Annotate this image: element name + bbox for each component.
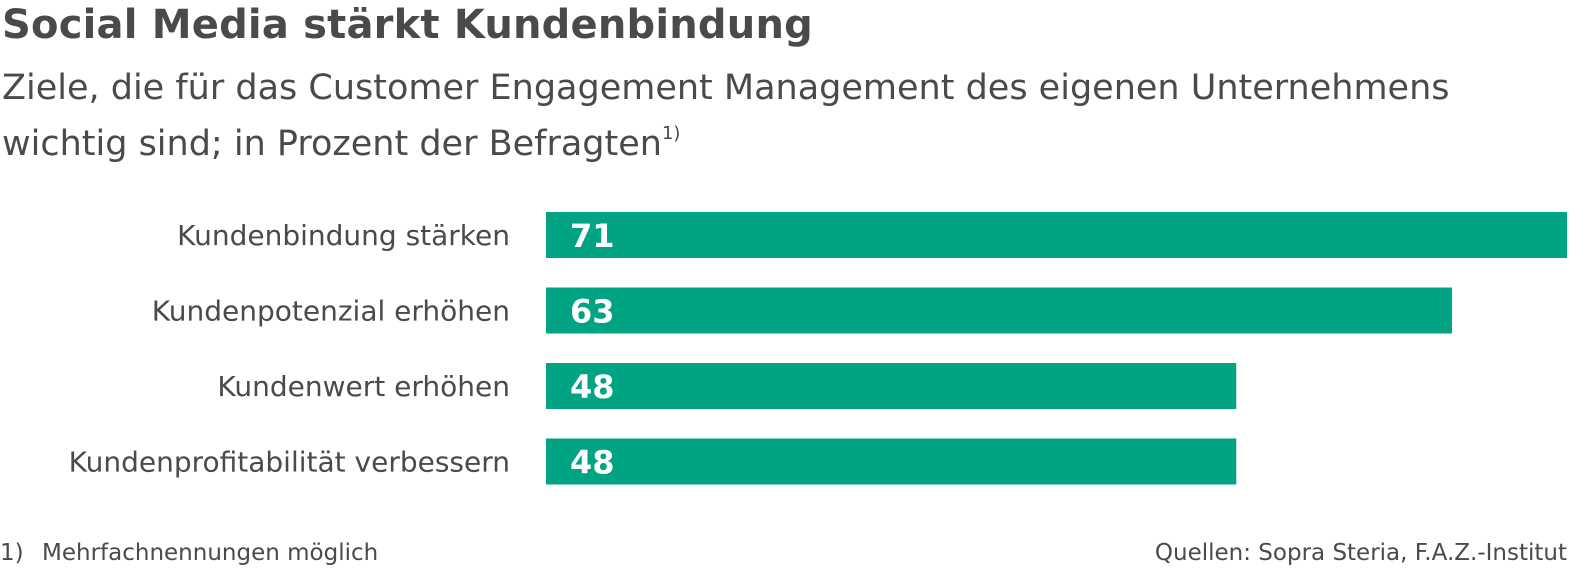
footnote-marker: 1) (0, 540, 24, 566)
footnote-text: Mehrfachnennungen möglich (42, 540, 379, 566)
footnote: 1) Mehrfachnennungen möglich (0, 540, 378, 566)
value-label-2: 63 (570, 293, 615, 331)
chart-subtitle: Ziele, die für das Customer Engagement M… (2, 60, 1582, 172)
category-label-2: Kundenpotenzial erhöhen (152, 295, 510, 328)
bar-3 (546, 363, 1237, 409)
chart-title: Social Media stärkt Kundenbindung (2, 2, 813, 48)
bar-2 (546, 287, 1452, 334)
category-label-1: Kundenbindung stärken (177, 219, 510, 252)
value-label-3: 48 (570, 368, 615, 406)
subtitle-text: Ziele, die für das Customer Engagement M… (2, 68, 1450, 164)
value-label-1: 71 (570, 217, 615, 255)
category-label-3: Kundenwert erhöhen (217, 370, 510, 403)
source-note: Quellen: Sopra Steria, F.A.Z.-Institut (1154, 540, 1567, 566)
bar-4 (546, 438, 1237, 485)
category-label-4: Kundenprofitabilität verbessern (69, 446, 510, 479)
bar-1 (546, 212, 1567, 258)
subtitle-footnote-marker: 1) (661, 123, 681, 144)
value-label-4: 48 (570, 444, 615, 482)
